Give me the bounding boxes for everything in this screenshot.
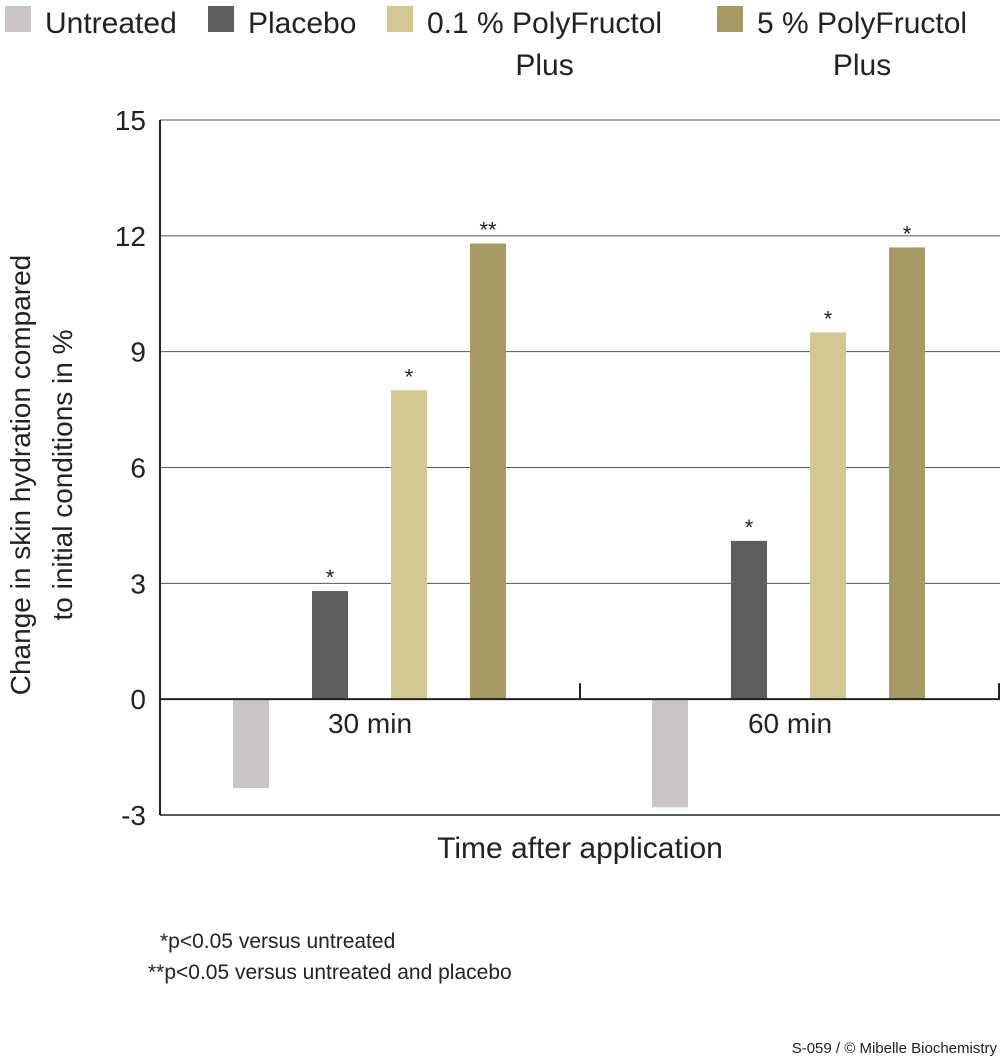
legend-swatch: [387, 6, 413, 32]
legend-label: Placebo: [248, 7, 356, 40]
y-tick-label: 0: [130, 684, 146, 715]
footnote-double-star: **p<0.05 versus untreated and placebo: [148, 961, 512, 984]
y-axis-label: Change in skin hydration compared to init…: [5, 255, 78, 695]
y-tick-label: -3: [121, 800, 146, 831]
legend-label: 0.1 % PolyFructol: [427, 7, 662, 40]
axes: [159, 120, 1000, 816]
y-tick-label: 3: [130, 568, 146, 599]
x-category-label: 60 min: [748, 708, 832, 739]
significance-marker: *: [824, 306, 833, 331]
y-tick-label: 6: [130, 453, 146, 484]
y-axis-label-line: to initial conditions in %: [47, 329, 78, 620]
legend-swatch: [5, 6, 31, 32]
y-axis-label-line: Change in skin hydration compared: [5, 255, 36, 695]
legend-swatch: [717, 6, 743, 32]
bars: *******: [233, 218, 925, 808]
significance-marker: *: [745, 515, 754, 540]
bar-1-1: [233, 699, 269, 788]
bar-1-2: [652, 699, 688, 808]
significance-marker: *: [326, 565, 335, 590]
legend-label: Plus: [833, 49, 891, 82]
y-tick-label: 12: [115, 221, 146, 252]
bar-4-1: [470, 243, 506, 700]
significance-marker: **: [479, 218, 497, 243]
legend-label: Plus: [515, 49, 573, 82]
bar-2-1: [312, 591, 348, 700]
x-axis-label: Time after application: [437, 832, 723, 865]
footnote-single-star: *p<0.05 versus untreated: [160, 930, 396, 953]
legend-label: Untreated: [45, 7, 177, 40]
x-axis-categories: 30 min 60 min: [328, 708, 832, 739]
bar-3-2: [810, 332, 846, 700]
legend-label: 5 % PolyFructol: [757, 7, 967, 40]
bar-3-1: [391, 390, 427, 700]
legend: Untreated Placebo 0.1 % PolyFructol Plus 5 %…: [5, 6, 967, 82]
y-axis-ticks: -3 0 3 6 9 12 15: [115, 105, 146, 831]
y-tick-label: 9: [130, 337, 146, 368]
copyright-credit: S-059 / © Mibelle Biochemistry: [791, 1040, 997, 1057]
legend-swatch: [208, 6, 234, 32]
gridlines: [160, 119, 1000, 584]
bar-2-2: [731, 540, 767, 700]
significance-marker: *: [903, 221, 912, 246]
bar-4-2: [889, 247, 925, 700]
y-tick-label: 15: [115, 105, 146, 136]
significance-marker: *: [405, 364, 414, 389]
x-category-label: 30 min: [328, 708, 412, 739]
